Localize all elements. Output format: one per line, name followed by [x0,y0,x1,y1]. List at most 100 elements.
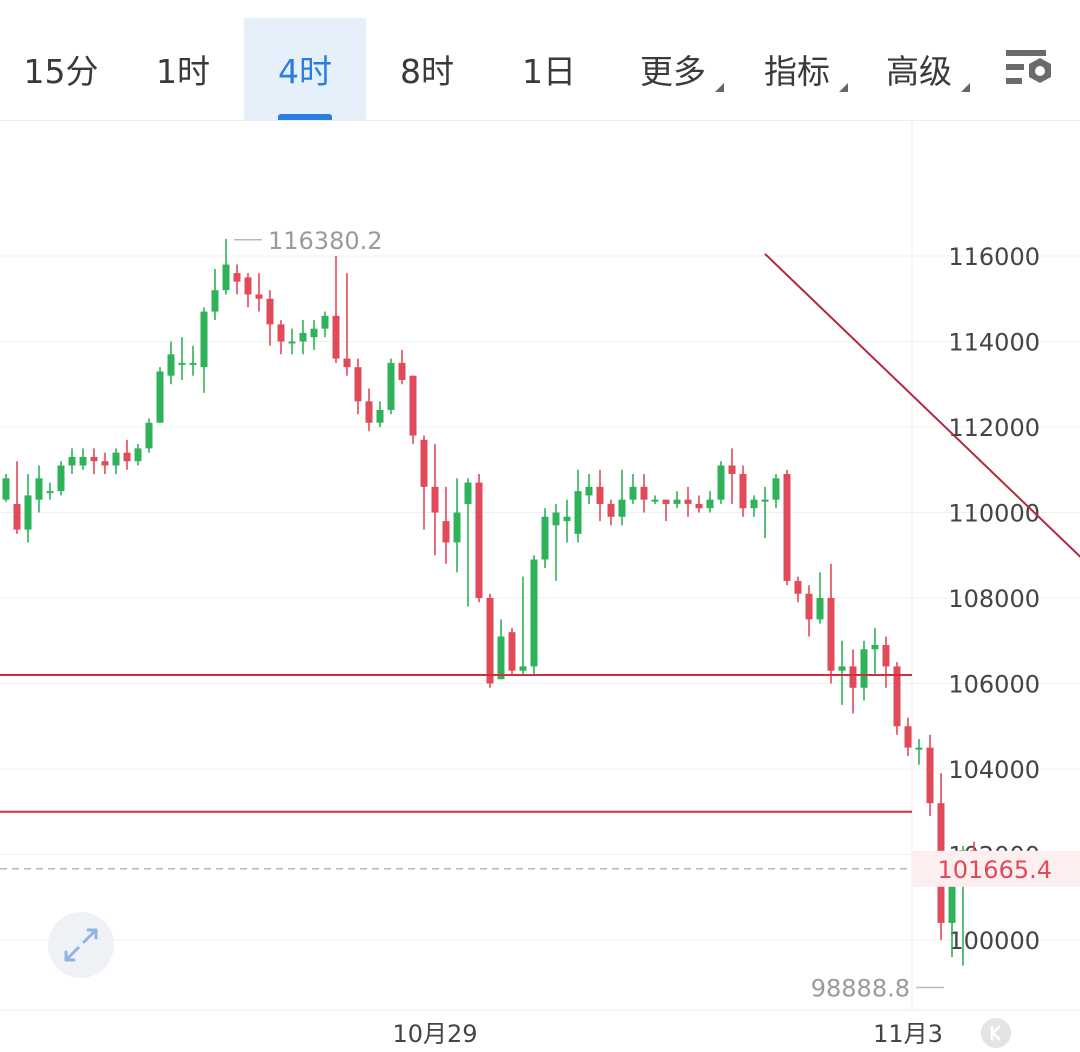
tab-label: 指标 [764,52,830,91]
candle-body [541,516,549,560]
x-tick-label: 10月29 [392,1020,477,1048]
candle-body [332,315,340,359]
candle-body [431,486,439,513]
candle-body [486,598,494,684]
tab-advanced[interactable]: 高级 [858,18,980,120]
max-price-label: 116380.2 [268,227,383,255]
candle-body [24,495,32,530]
candle-body [618,499,626,517]
timeframe-toolbar: 15分 1时 4时 8时 1日 更多 指标 高级 [0,0,1080,120]
candle-body [871,645,879,650]
candle-body [761,499,769,502]
candle-body [57,465,65,492]
candle-body [915,747,923,750]
candlestick-chart[interactable]: 1000001020001040001060001080001100001120… [0,121,1080,1050]
candle-body [112,452,120,466]
candle-body [926,747,934,804]
candle-body [266,298,274,325]
candle-body [783,474,791,581]
candle-body [816,598,824,620]
candle-body [299,332,307,342]
candle-body [244,277,252,295]
candle-body [904,726,912,748]
tab-1h[interactable]: 1时 [122,18,244,120]
y-tick-label: 116000 [948,243,1040,271]
candle-body [35,478,43,500]
candle-body [167,354,175,376]
candle-body [442,521,450,543]
chart-settings-icon[interactable] [1000,44,1060,96]
candle-body [640,486,648,500]
candle-body [134,448,142,462]
candle-body [695,503,703,509]
candle-body [79,456,87,466]
candle-body [365,401,373,423]
y-tick-label: 108000 [948,585,1040,613]
active-tab-indicator [278,114,332,120]
candle-body [13,503,21,530]
dropdown-caret-icon [961,83,970,92]
candle-body [420,439,428,487]
candle-body [233,273,241,282]
tab-label: 更多 [640,52,706,91]
tab-label: 1时 [156,52,210,91]
dropdown-caret-icon [715,83,724,92]
candle-body [948,880,956,923]
candle-body [860,649,868,688]
tab-more[interactable]: 更多 [612,18,734,120]
tab-1d[interactable]: 1日 [488,18,610,120]
candle-body [211,290,219,312]
candle-body [288,341,296,344]
candle-body [563,516,571,522]
candle-body [827,598,835,671]
kline-icon[interactable] [981,1018,1011,1048]
candle-body [519,666,527,671]
candle-body [882,645,890,667]
candle-body [607,503,615,517]
tab-label: 1日 [522,52,576,91]
candle-body [310,328,318,338]
candle-body [805,593,813,620]
candle-body [585,486,593,496]
candle-body [464,482,472,504]
candle-body [90,456,98,462]
candle-body [453,512,461,543]
candle-body [739,474,747,509]
tab-label: 4时 [278,52,332,91]
last-price-label: 101665.4 [937,856,1052,884]
tab-15min[interactable]: 15分 [0,18,122,120]
tab-indicators[interactable]: 指标 [736,18,858,120]
candle-body [409,375,417,436]
candle-body [46,491,54,494]
candle-body [475,482,483,598]
trend-line [764,253,1080,558]
candle-body [376,409,384,423]
candle-body [2,478,10,500]
candle-body [156,371,164,423]
candle-body [178,362,186,365]
candle-body [684,499,692,504]
candle-body [706,499,714,509]
candle-body [222,264,230,291]
tab-label: 15分 [23,52,99,91]
tab-label: 高级 [886,52,952,91]
candle-body [629,486,637,500]
candle-body [508,632,516,671]
y-tick-label: 104000 [948,756,1040,784]
candle-body [101,461,109,466]
y-tick-label: 100000 [948,927,1040,955]
candle-body [189,362,197,365]
candle-body [893,666,901,727]
tab-label: 8时 [400,52,454,91]
expand-icon[interactable] [48,912,114,978]
candle-body [343,358,351,368]
candle-body [596,486,604,504]
candle-body [200,311,208,368]
candle-body [387,362,395,410]
candle-body [794,580,802,594]
last-price-tag [912,850,1080,887]
candle-body [651,499,659,502]
tab-8h[interactable]: 8时 [366,18,488,120]
candle-body [530,559,538,667]
tab-4h[interactable]: 4时 [244,18,366,120]
